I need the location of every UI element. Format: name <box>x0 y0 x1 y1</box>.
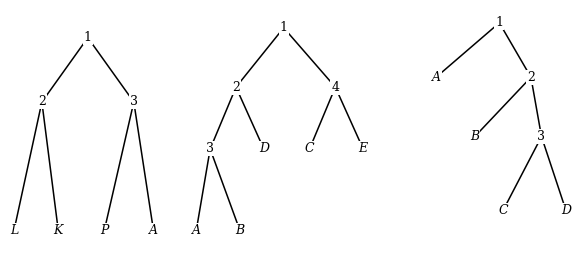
Text: C: C <box>498 204 507 217</box>
Text: A: A <box>431 71 441 84</box>
Text: 2: 2 <box>527 71 535 84</box>
Text: A: A <box>149 224 158 237</box>
Text: K: K <box>54 224 63 237</box>
Text: P: P <box>100 224 108 237</box>
Text: B: B <box>470 130 479 143</box>
Text: 3: 3 <box>130 95 138 109</box>
Text: C: C <box>305 143 314 156</box>
Text: L: L <box>10 224 18 237</box>
Text: 3: 3 <box>537 130 545 143</box>
Text: D: D <box>561 204 571 217</box>
Text: 4: 4 <box>331 81 339 94</box>
Text: 1: 1 <box>280 21 287 34</box>
Text: E: E <box>359 143 367 156</box>
Text: 1: 1 <box>495 16 503 29</box>
Text: D: D <box>259 143 269 156</box>
Text: B: B <box>236 224 245 237</box>
Text: A: A <box>192 224 201 237</box>
Text: 2: 2 <box>232 81 240 94</box>
Text: 2: 2 <box>38 95 46 109</box>
Text: 1: 1 <box>84 31 92 44</box>
Text: 3: 3 <box>206 143 214 156</box>
